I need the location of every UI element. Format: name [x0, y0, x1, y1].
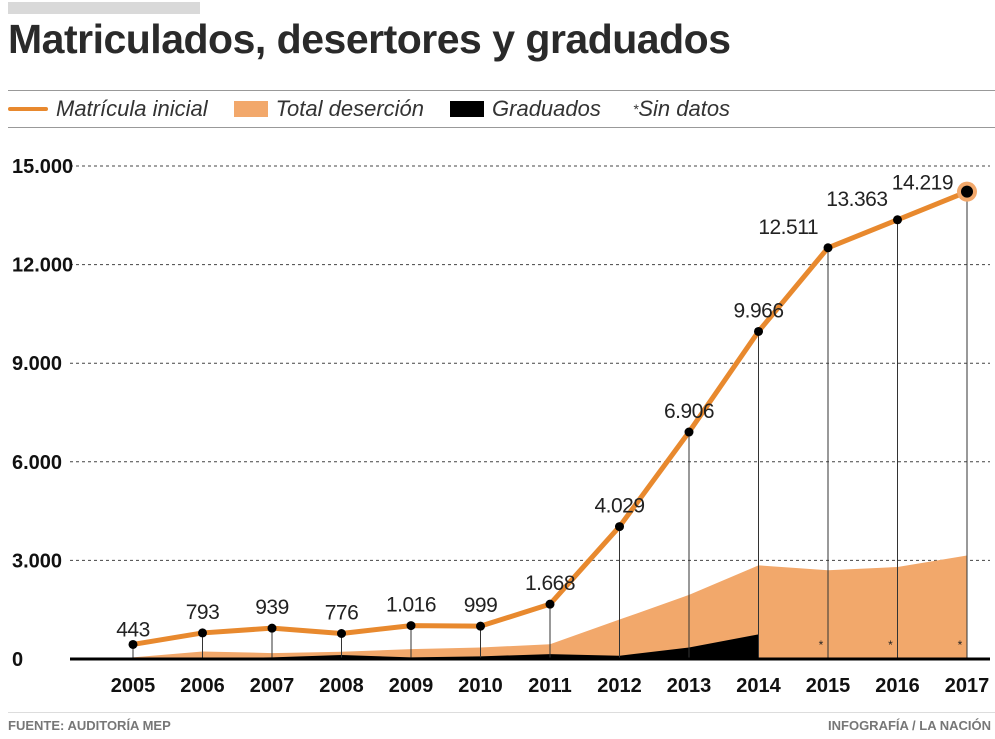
x-tick-label: 2007: [250, 675, 295, 697]
no-data-asterisk: *: [958, 638, 963, 652]
legend-label: Total deserción: [275, 96, 425, 121]
data-point: [615, 522, 624, 532]
data-point: [337, 628, 346, 638]
x-tick-label: 2011: [528, 675, 571, 697]
legend-line-swatch: [8, 107, 48, 111]
data-label: 776: [325, 601, 359, 624]
data-point: [961, 185, 973, 198]
y-tick-label: 0: [12, 649, 23, 671]
data-point: [128, 639, 138, 649]
y-tick-label: 15.000: [12, 156, 73, 178]
data-label: 939: [255, 596, 289, 619]
data-point: [823, 243, 833, 253]
legend-black-swatch: [450, 101, 485, 117]
legend-desercion: Total deserción: [233, 96, 425, 122]
footer-credit: INFOGRAFÍA / LA NACIÓN: [828, 718, 991, 733]
y-tick-label: 12.000: [12, 255, 73, 277]
area-graduados: [133, 634, 759, 659]
footer-divider: [8, 712, 995, 713]
chart-title: Matriculados, desertores y graduados: [8, 16, 731, 62]
x-tick-label: 2009: [389, 675, 434, 697]
legend-area-swatch: [233, 101, 268, 117]
data-point: [893, 215, 902, 225]
data-label: 6.906: [664, 400, 714, 423]
data-point: [406, 621, 416, 631]
x-tick-label: 2008: [319, 675, 364, 697]
x-tick-label: 2013: [667, 675, 712, 697]
x-tick-label: 2014: [736, 675, 781, 697]
no-data-asterisk: *: [819, 638, 824, 652]
data-label: 1.668: [525, 572, 575, 595]
asterisk: *: [632, 101, 639, 117]
no-data-asterisk: *: [888, 638, 893, 652]
data-label: 443: [116, 618, 150, 641]
legend-graduados: Graduados: [450, 96, 601, 122]
data-point: [545, 599, 555, 609]
legend-sin-datos: * Sin datos: [633, 96, 730, 122]
legend-label: Graduados: [492, 96, 601, 121]
legend-matricula: Matrícula inicial: [8, 96, 208, 122]
data-point: [476, 621, 485, 631]
data-point: [198, 628, 207, 638]
legend-label: Matrícula inicial: [56, 96, 208, 121]
data-label: 999: [464, 594, 498, 617]
data-label: 13.363: [826, 188, 887, 211]
data-label: 4.029: [594, 495, 644, 518]
data-point: [684, 427, 694, 437]
legend-label: Sin datos: [638, 96, 731, 121]
y-tick-label: 6.000: [12, 452, 62, 474]
x-tick-label: 2012: [597, 675, 642, 697]
x-tick-label: 2006: [180, 675, 225, 697]
y-tick-label: 3.000: [12, 550, 62, 572]
x-tick-label: 2005: [111, 675, 156, 697]
data-label: 14.219: [892, 172, 953, 195]
footer-source: FUENTE: AUDITORÍA MEP: [8, 718, 171, 733]
data-point: [754, 326, 763, 336]
y-tick-label: 9.000: [12, 353, 62, 375]
header-bar: [8, 2, 200, 14]
data-label: 793: [186, 601, 220, 624]
legend: Matrícula inicial Total deserción Gradua…: [8, 90, 995, 128]
data-label: 9.966: [733, 299, 783, 322]
data-point: [267, 623, 277, 633]
x-tick-label: 2015: [806, 675, 851, 697]
data-label: 1.016: [386, 594, 436, 617]
x-tick-label: 2010: [458, 675, 503, 697]
x-tick-label: 2016: [875, 675, 920, 697]
data-label: 12.511: [758, 216, 818, 239]
x-tick-label: 2017: [945, 675, 990, 697]
